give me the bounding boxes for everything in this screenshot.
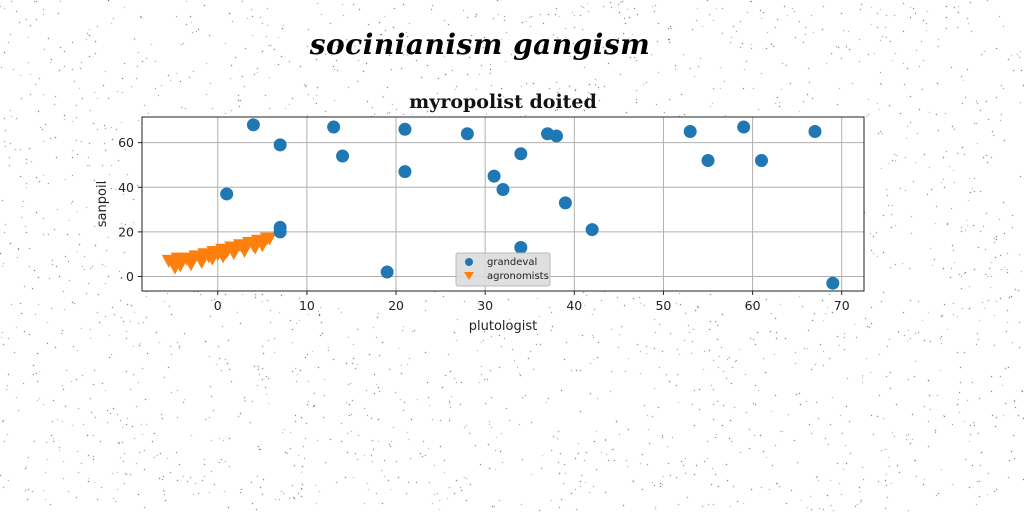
point-grandeval (398, 165, 412, 179)
x-axis-label: plutologist (469, 319, 537, 334)
point-grandeval (246, 118, 260, 132)
point-agronomists (237, 244, 252, 258)
point-agronomists (184, 258, 199, 272)
point-grandeval (273, 225, 287, 239)
point-grandeval (701, 154, 715, 167)
point-grandeval (496, 183, 510, 196)
point-grandeval (737, 120, 751, 134)
point-grandeval (514, 241, 528, 254)
axis-ticks: 0 10 20 30 40 50 60 70 0 20 40 60 (118, 135, 850, 313)
point-agronomists (173, 259, 188, 273)
x-tick-label: 0 (214, 298, 222, 313)
point-grandeval (460, 127, 474, 141)
point-grandeval (398, 122, 412, 136)
x-tick-label: 70 (834, 298, 850, 313)
plot-frame (141, 116, 865, 292)
point-grandeval (558, 196, 572, 210)
point-grandeval (549, 129, 563, 143)
x-tick-label: 40 (566, 298, 582, 313)
legend-box (455, 252, 551, 287)
point-grandeval (220, 187, 234, 201)
chart-legend: grandeval agronomists (455, 252, 551, 287)
point-grandeval (336, 149, 350, 163)
legend-label-grandeval: grandeval (487, 257, 537, 268)
point-agronomists (194, 256, 209, 269)
point-agronomists (216, 250, 231, 264)
point-agronomists (205, 252, 220, 266)
chart-marks (161, 118, 840, 290)
point-grandeval (273, 138, 287, 152)
x-tick-label: 60 (745, 298, 761, 313)
y-tick-label: 60 (118, 135, 134, 150)
legend-label-agronomists: agronomists (487, 271, 549, 282)
y-tick-label: 20 (118, 224, 134, 239)
point-grandeval (327, 120, 341, 134)
point-grandeval (826, 276, 840, 290)
x-tick-label: 30 (477, 298, 493, 313)
legend-marker-agronomists (464, 272, 474, 280)
point-agronomists (262, 232, 277, 246)
x-tick-label: 10 (299, 298, 315, 313)
point-grandeval (585, 223, 599, 237)
point-grandeval (683, 125, 697, 138)
y-axis-label: sanpoil (95, 181, 110, 227)
point-grandeval (487, 169, 501, 183)
legend-marker-grandeval (465, 258, 473, 266)
point-grandeval (808, 125, 822, 138)
x-tick-label: 20 (388, 298, 404, 313)
point-grandeval (380, 265, 394, 279)
point-grandeval (754, 154, 768, 167)
x-tick-label: 50 (655, 298, 671, 313)
y-tick-label: 40 (118, 180, 134, 195)
y-tick-label: 0 (126, 269, 134, 284)
figure-suptitle: socinianism gangism (309, 28, 651, 61)
point-agronomists (255, 239, 270, 253)
point-agronomists (226, 247, 241, 261)
chart-title: myropolist doited (409, 91, 597, 113)
point-grandeval (514, 147, 528, 161)
